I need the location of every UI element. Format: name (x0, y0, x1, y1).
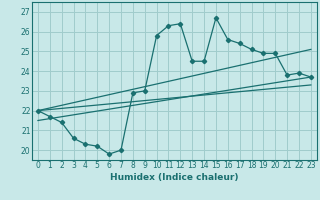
X-axis label: Humidex (Indice chaleur): Humidex (Indice chaleur) (110, 173, 239, 182)
